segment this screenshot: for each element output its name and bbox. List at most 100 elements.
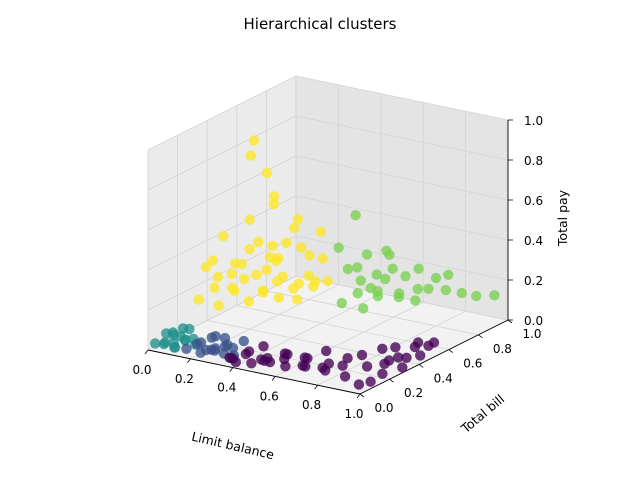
data-point: [356, 349, 368, 361]
y-axis-label: Total bill: [457, 391, 507, 436]
grid-line: [147, 115, 297, 191]
x-tick-label: 0.2: [175, 372, 194, 386]
data-point: [195, 337, 207, 348]
data-point: [179, 335, 191, 346]
z-tick-label: 0.8: [524, 154, 543, 168]
z-tick-label: 0.0: [524, 314, 543, 328]
data-point: [342, 263, 354, 275]
data-point: [365, 376, 376, 387]
data-point: [264, 251, 276, 263]
y-tick: [478, 334, 483, 339]
grid-line: [295, 75, 509, 121]
data-point: [410, 295, 421, 306]
z-tick-label: 0.6: [524, 194, 543, 208]
data-point: [350, 210, 361, 221]
y-tick-label: 0.8: [493, 342, 512, 356]
data-point: [246, 358, 257, 369]
data-point: [219, 332, 231, 344]
y-tick-label: 0.6: [463, 357, 482, 371]
y-axis-line: [359, 319, 509, 395]
data-point: [288, 222, 300, 234]
cluster-4-series: [193, 135, 333, 311]
axis-ticks: 0.00.20.40.60.81.0 0.00.20.40.60.81.00.00…: [132, 114, 543, 421]
data-point: [423, 340, 434, 351]
x-tick-label: 0.4: [217, 381, 236, 395]
data-point: [352, 288, 363, 299]
data-point: [230, 258, 241, 269]
data-point: [167, 327, 179, 338]
grid-line: [207, 320, 420, 365]
data-point: [394, 288, 405, 299]
data-point: [207, 255, 218, 266]
data-point: [365, 282, 376, 294]
data-point: [177, 323, 189, 334]
cluster-2-series: [150, 323, 201, 353]
data-point: [296, 242, 307, 253]
data-point: [358, 303, 369, 314]
data-point: [489, 290, 500, 301]
left-pane: [148, 76, 296, 350]
data-point: [292, 213, 304, 225]
data-point: [200, 261, 212, 273]
data-point: [282, 349, 293, 360]
data-point: [397, 362, 408, 373]
y-tick: [448, 349, 454, 353]
y-tick: [389, 378, 394, 383]
data-point: [471, 290, 482, 302]
data-point: [244, 244, 255, 255]
x-tick-label: 0.6: [260, 389, 279, 403]
x-tick-label: 0.8: [302, 398, 321, 412]
data-point: [322, 276, 333, 287]
z-tick-label: 0.2: [524, 274, 543, 288]
data-point: [244, 214, 255, 225]
data-point: [245, 150, 257, 161]
data-point: [273, 292, 285, 303]
data-point: [243, 296, 254, 307]
x-tick-label: 0.0: [132, 363, 151, 377]
data-point: [277, 271, 288, 282]
axis-lines: [147, 120, 509, 395]
data-point: [412, 337, 424, 348]
y-tick-label: 0.2: [404, 386, 423, 400]
data-point: [251, 269, 262, 280]
cluster-0-series: [224, 337, 440, 390]
data-point: [210, 331, 221, 342]
data-point: [377, 368, 388, 379]
data-point: [209, 282, 220, 293]
data-point: [315, 226, 326, 237]
scatter-points: [150, 135, 500, 390]
grid-line: [295, 155, 509, 201]
data-point: [261, 264, 272, 275]
data-point: [269, 191, 280, 202]
data-point: [210, 343, 221, 354]
data-point: [261, 167, 273, 179]
data-point: [239, 273, 250, 285]
data-point: [248, 135, 260, 146]
data-point: [337, 360, 348, 371]
y-tick: [507, 319, 513, 324]
x-tick: [314, 384, 318, 390]
data-point: [253, 236, 264, 248]
x-tick: [356, 393, 361, 399]
chart-title: Hierarchical clusters: [244, 15, 397, 33]
y-tick-label: 0.4: [434, 371, 453, 385]
data-point: [268, 198, 279, 210]
cluster-3-series: [333, 210, 500, 314]
data-point: [256, 354, 267, 365]
data-point: [401, 352, 412, 363]
x-tick: [187, 358, 191, 364]
x-tick: [144, 349, 149, 355]
data-point: [280, 361, 291, 372]
z-tick-label: 0.4: [524, 234, 543, 248]
x-tick-label: 1.0: [344, 407, 363, 421]
x-tick: [271, 376, 276, 381]
data-point: [361, 249, 373, 260]
data-point: [379, 358, 390, 369]
x-tick: [229, 367, 234, 372]
data-point: [193, 294, 204, 305]
data-point: [272, 252, 284, 264]
data-point: [291, 294, 303, 305]
data-point: [333, 242, 344, 253]
data-point: [412, 283, 423, 295]
data-point: [423, 283, 434, 294]
